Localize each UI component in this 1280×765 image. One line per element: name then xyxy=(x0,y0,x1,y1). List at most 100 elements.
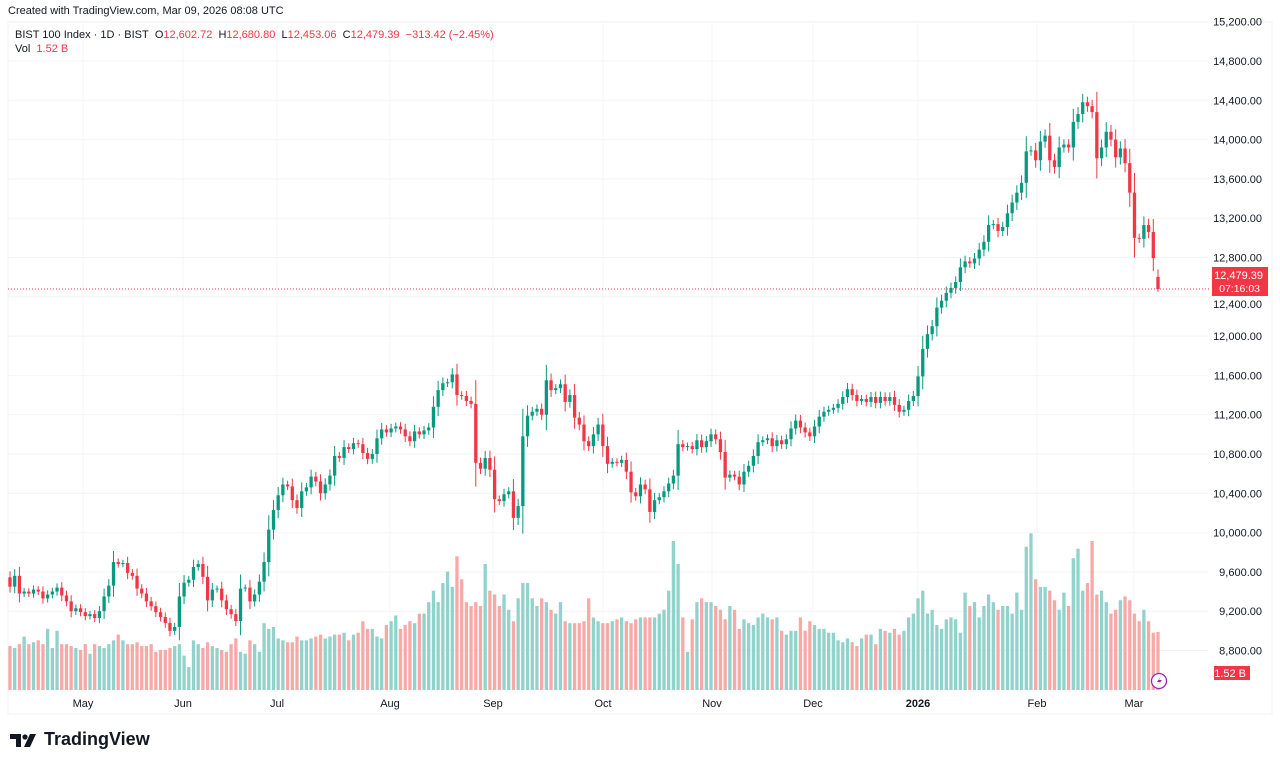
volume-bar xyxy=(1048,590,1052,690)
candle xyxy=(469,396,473,409)
candle-body xyxy=(629,471,633,493)
volume-bar xyxy=(681,617,685,690)
volume-bar xyxy=(610,621,614,690)
price-tick-label: 12,000.00 xyxy=(1213,331,1262,343)
candle xyxy=(878,391,883,409)
candle xyxy=(384,425,389,437)
volume-bar xyxy=(36,640,40,690)
volume-bar xyxy=(864,634,868,690)
candle xyxy=(370,449,374,464)
time-axis[interactable]: May Jun Jul Aug Sep Oct Nov Dec 2026 Feb Mar xyxy=(73,698,1144,710)
volume-bar xyxy=(455,556,459,690)
candle xyxy=(808,427,812,441)
volume-bar xyxy=(577,623,581,690)
volume-bar xyxy=(427,602,431,690)
volume-bar xyxy=(996,609,1000,690)
candle-body xyxy=(450,374,454,383)
time-tick-label: Nov xyxy=(702,698,722,710)
candle xyxy=(436,380,440,417)
candle xyxy=(803,422,807,438)
candle-body xyxy=(1085,102,1090,107)
candle-body xyxy=(1156,276,1160,289)
candle-body xyxy=(1090,106,1094,113)
volume-bar xyxy=(779,630,784,690)
candle xyxy=(102,588,106,620)
candle-body xyxy=(154,606,158,613)
candle xyxy=(667,477,671,498)
candle xyxy=(591,426,596,454)
candle xyxy=(22,588,26,597)
candle xyxy=(657,493,661,505)
candle xyxy=(577,411,581,431)
candle-body xyxy=(356,443,360,445)
volume-bar xyxy=(657,613,661,690)
candle xyxy=(883,392,887,406)
volume-bar xyxy=(262,623,266,690)
time-tick-label: Dec xyxy=(803,698,823,710)
candle xyxy=(1104,122,1108,158)
candle-body xyxy=(210,589,214,601)
tradingview-logo[interactable]: TradingView xyxy=(10,729,150,750)
volume-bar xyxy=(1034,579,1038,690)
volume-bar xyxy=(135,642,139,690)
volume-bar xyxy=(248,640,252,690)
candle-body xyxy=(238,588,243,622)
candle-body xyxy=(332,455,337,476)
candle xyxy=(17,566,22,603)
candle-body xyxy=(267,529,271,563)
volume-bar xyxy=(530,598,534,690)
candle-body xyxy=(22,591,26,594)
volume-bar xyxy=(478,605,483,690)
candle-body xyxy=(1062,144,1066,148)
volume-legend-label[interactable]: Vol xyxy=(15,43,31,55)
candle xyxy=(855,389,859,407)
candle-body xyxy=(841,397,845,404)
volume-bar xyxy=(1010,613,1014,690)
candle xyxy=(939,294,944,314)
candle-body xyxy=(568,395,572,402)
candle xyxy=(1052,153,1057,174)
candle xyxy=(742,464,746,493)
candle-body xyxy=(125,563,130,573)
candle-body xyxy=(619,459,624,463)
price-axis[interactable]: 15,200.00 14,800.00 14,400.00 14,000.00 13,6… xyxy=(1213,17,1262,658)
volume-bar xyxy=(511,621,516,690)
volume-bar xyxy=(563,621,567,690)
lightning-icon[interactable] xyxy=(1150,672,1168,690)
candle-body xyxy=(558,384,563,389)
volume-bar xyxy=(403,625,407,690)
candle-body xyxy=(869,397,873,402)
candle xyxy=(944,286,948,308)
volume-bar xyxy=(88,653,92,690)
candle xyxy=(582,415,586,451)
volume-bar xyxy=(751,625,756,690)
candle xyxy=(60,582,64,601)
volume-bar xyxy=(1024,546,1028,690)
change-value: −313.42 (−2.45%) xyxy=(405,29,494,41)
candle xyxy=(478,457,483,474)
time-tick-label: Jun xyxy=(174,698,192,710)
symbol-title[interactable]: BIST 100 Index · 1D · BIST xyxy=(15,29,149,41)
volume-bar xyxy=(201,647,205,690)
volume-bar xyxy=(944,619,948,690)
candle-body xyxy=(97,611,102,619)
candle xyxy=(732,470,737,481)
candle-body xyxy=(709,434,713,442)
volume-bar xyxy=(963,592,967,690)
volume-bar xyxy=(921,590,925,690)
volume-bar xyxy=(619,617,624,690)
candle xyxy=(55,583,59,596)
candle xyxy=(1118,141,1123,165)
volume-bar xyxy=(1071,558,1075,690)
candle-body xyxy=(742,471,746,485)
candle-body xyxy=(17,575,22,594)
candle xyxy=(135,568,139,596)
candle xyxy=(1029,145,1033,156)
candle xyxy=(619,455,624,468)
volume-bar xyxy=(549,609,553,690)
candle-body xyxy=(182,582,186,597)
candle-body xyxy=(102,596,106,612)
candle-body xyxy=(831,407,836,410)
volume-bar xyxy=(521,583,525,690)
